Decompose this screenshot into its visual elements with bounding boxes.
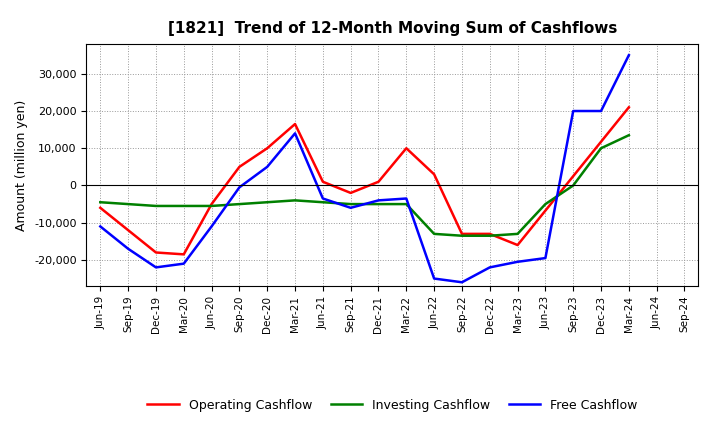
Title: [1821]  Trend of 12-Month Moving Sum of Cashflows: [1821] Trend of 12-Month Moving Sum of C…	[168, 21, 617, 36]
Free Cashflow	[402, 196, 410, 201]
Operating Cashflow	[318, 179, 327, 184]
Operating Cashflow	[152, 250, 161, 255]
Free Cashflow	[152, 265, 161, 270]
Free Cashflow	[179, 261, 188, 266]
Operating Cashflow	[263, 146, 271, 151]
Operating Cashflow	[402, 146, 410, 151]
Investing Cashflow	[485, 233, 494, 238]
Investing Cashflow	[597, 146, 606, 151]
Legend: Operating Cashflow, Investing Cashflow, Free Cashflow: Operating Cashflow, Investing Cashflow, …	[143, 394, 642, 417]
Y-axis label: Amount (million yen): Amount (million yen)	[16, 99, 29, 231]
Operating Cashflow	[235, 164, 243, 169]
Investing Cashflow	[541, 202, 550, 207]
Free Cashflow	[318, 196, 327, 201]
Free Cashflow	[346, 205, 355, 210]
Free Cashflow	[291, 131, 300, 136]
Investing Cashflow	[152, 203, 161, 209]
Investing Cashflow	[346, 202, 355, 207]
Operating Cashflow	[458, 231, 467, 237]
Line: Operating Cashflow: Operating Cashflow	[100, 107, 629, 254]
Operating Cashflow	[624, 105, 633, 110]
Free Cashflow	[485, 265, 494, 270]
Free Cashflow	[513, 259, 522, 264]
Free Cashflow	[124, 246, 132, 251]
Free Cashflow	[374, 198, 383, 203]
Investing Cashflow	[430, 231, 438, 237]
Investing Cashflow	[569, 183, 577, 188]
Free Cashflow	[597, 108, 606, 114]
Operating Cashflow	[124, 227, 132, 233]
Free Cashflow	[430, 276, 438, 281]
Investing Cashflow	[402, 202, 410, 207]
Operating Cashflow	[96, 205, 104, 210]
Line: Investing Cashflow: Investing Cashflow	[100, 135, 629, 236]
Operating Cashflow	[207, 202, 216, 207]
Operating Cashflow	[374, 179, 383, 184]
Free Cashflow	[235, 185, 243, 190]
Free Cashflow	[96, 224, 104, 229]
Operating Cashflow	[485, 231, 494, 237]
Investing Cashflow	[235, 202, 243, 207]
Operating Cashflow	[430, 172, 438, 177]
Free Cashflow	[541, 256, 550, 261]
Investing Cashflow	[263, 200, 271, 205]
Investing Cashflow	[207, 203, 216, 209]
Operating Cashflow	[291, 121, 300, 127]
Operating Cashflow	[513, 242, 522, 248]
Free Cashflow	[458, 280, 467, 285]
Free Cashflow	[207, 224, 216, 229]
Free Cashflow	[624, 52, 633, 58]
Investing Cashflow	[374, 202, 383, 207]
Investing Cashflow	[291, 198, 300, 203]
Investing Cashflow	[624, 132, 633, 138]
Free Cashflow	[263, 164, 271, 169]
Free Cashflow	[569, 108, 577, 114]
Operating Cashflow	[346, 190, 355, 195]
Investing Cashflow	[513, 231, 522, 237]
Investing Cashflow	[318, 200, 327, 205]
Operating Cashflow	[179, 252, 188, 257]
Investing Cashflow	[96, 200, 104, 205]
Line: Free Cashflow: Free Cashflow	[100, 55, 629, 282]
Investing Cashflow	[458, 233, 467, 238]
Investing Cashflow	[179, 203, 188, 209]
Investing Cashflow	[124, 202, 132, 207]
